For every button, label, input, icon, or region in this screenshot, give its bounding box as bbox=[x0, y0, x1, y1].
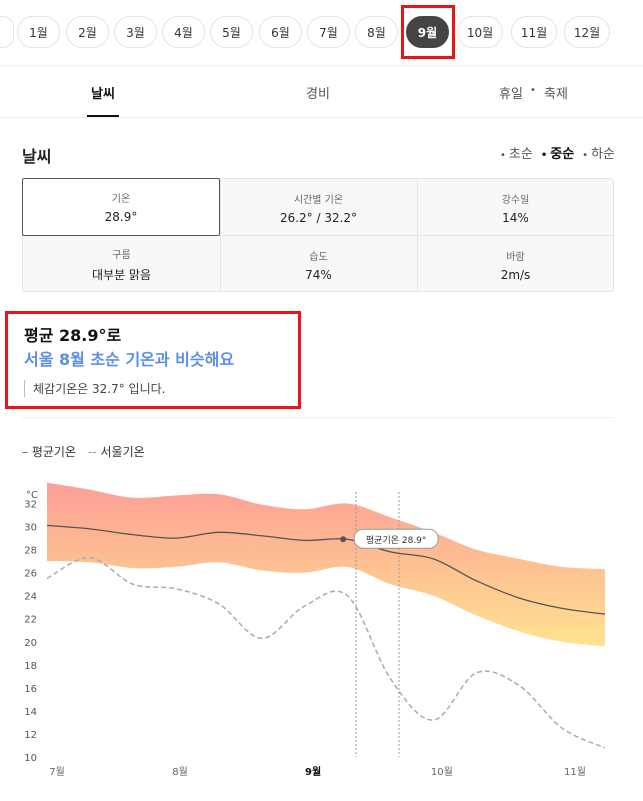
month-7[interactable]: 7월 bbox=[307, 16, 350, 48]
period-late[interactable]: • 하순 bbox=[582, 147, 615, 162]
stat-label: 시간별 기온 bbox=[293, 194, 344, 206]
stat-label: 습도 bbox=[309, 251, 328, 263]
callout-label: 평균기온 28.9° bbox=[366, 535, 427, 546]
stat-value: 74% bbox=[305, 267, 332, 282]
stat-label: 바람 bbox=[506, 251, 525, 263]
y-tick-label: 22 bbox=[24, 615, 37, 626]
legend-seoul: -- 서울기온 bbox=[88, 445, 145, 459]
month-4[interactable]: 4월 bbox=[162, 16, 205, 48]
stat-value: 대부분 맑음 bbox=[91, 268, 151, 282]
x-tick-label: 8월 bbox=[172, 766, 188, 778]
tab-weather[interactable]: 날씨 bbox=[91, 87, 115, 102]
month-selector: 1월 2월 3월 4월 5월 6월 7월 8월 9월 10월 11월 12월 bbox=[0, 0, 643, 66]
legend-average: – 평균기온 bbox=[22, 445, 76, 459]
section-title: 날씨 bbox=[22, 147, 52, 166]
stat-value: 26.2° / 32.2° bbox=[279, 210, 358, 225]
tab-active-indicator bbox=[87, 115, 119, 117]
y-tick-label: 32 bbox=[24, 500, 37, 511]
stat-temperature[interactable]: 기온 28.9° bbox=[22, 178, 220, 236]
tab-holiday[interactable]: 휴일 bbox=[499, 87, 523, 102]
y-tick-label: 16 bbox=[24, 684, 37, 695]
summary-feels-like: 체감기온은 32.7° 입니다. bbox=[24, 380, 165, 397]
tab-cost[interactable]: 경비 bbox=[306, 87, 330, 102]
month-10[interactable]: 10월 bbox=[457, 16, 503, 48]
x-tick-label: 7월 bbox=[49, 766, 65, 778]
category-tabs: 날씨 경비 휴일 • 축제 bbox=[0, 66, 643, 118]
section-divider bbox=[22, 417, 614, 418]
summary-average: 평균 28.9°로 bbox=[24, 326, 122, 345]
y-tick-label: 10 bbox=[24, 753, 37, 764]
y-tick-label: 12 bbox=[24, 730, 37, 741]
period-mid[interactable]: • 중순 bbox=[540, 147, 575, 162]
summary-highlight bbox=[5, 311, 301, 409]
period-early[interactable]: • 초순 bbox=[500, 147, 533, 162]
y-tick-label: 20 bbox=[24, 638, 37, 649]
tab-separator: • bbox=[530, 85, 536, 96]
period-selector: • 초순 • 중순 • 하순 bbox=[500, 143, 615, 162]
y-tick-label: 30 bbox=[24, 523, 37, 534]
y-tick-label: 24 bbox=[24, 592, 37, 603]
month-1[interactable] bbox=[0, 16, 14, 48]
callout-point bbox=[340, 536, 347, 543]
stat-label: 구름 bbox=[112, 250, 131, 261]
stat-cloud[interactable]: 구름 대부분 맑음 bbox=[23, 236, 220, 293]
month-2[interactable]: 2월 bbox=[66, 16, 109, 48]
stat-value: 2m/s bbox=[500, 267, 531, 282]
selected-month-highlight bbox=[401, 5, 455, 59]
y-tick-label: 14 bbox=[24, 707, 37, 718]
month-9[interactable]: 9월 bbox=[406, 16, 449, 48]
stat-label: 강수일 bbox=[501, 194, 530, 206]
stat-wind[interactable]: 바람 2m/s bbox=[417, 236, 614, 293]
stat-hourly-temperature[interactable]: 시간별 기온 26.2° / 32.2° bbox=[220, 179, 417, 236]
month-5[interactable]: 5월 bbox=[210, 16, 253, 48]
month-3[interactable]: 3월 bbox=[114, 16, 157, 48]
month-6[interactable]: 6월 bbox=[259, 16, 302, 48]
month-1[interactable]: 1월 bbox=[17, 16, 60, 48]
x-tick-label: 11월 bbox=[564, 766, 586, 778]
x-tick-label: 10월 bbox=[431, 766, 453, 778]
y-tick-label: 26 bbox=[24, 569, 37, 580]
month-8[interactable]: 8월 bbox=[355, 16, 398, 48]
month-11[interactable]: 11월 bbox=[511, 16, 557, 48]
average-temperature-line bbox=[46, 524, 606, 615]
stat-humidity[interactable]: 습도 74% bbox=[220, 236, 417, 293]
stat-value: 14% bbox=[502, 210, 529, 225]
stat-rain-days[interactable]: 강수일 14% bbox=[417, 179, 614, 236]
callout-bubble bbox=[353, 528, 439, 549]
temperature-chart: °C 10 12 14 16 18 20 22 24 26 28 30 32 평균기온 28.9° 7월 8월… bbox=[24, 482, 606, 778]
tab-festival[interactable]: 축제 bbox=[544, 87, 568, 102]
stat-value: 28.9° bbox=[104, 210, 138, 224]
y-axis-unit: °C bbox=[26, 490, 38, 501]
grid-divider bbox=[23, 235, 613, 236]
temperature-range-band bbox=[47, 482, 605, 647]
chart-legend: – 평균기온 -- 서울기온 bbox=[22, 443, 145, 460]
summary-comparison: 서울 8월 초순 기온과 비슷해요 bbox=[24, 350, 235, 369]
x-tick-label: 9월 bbox=[305, 766, 321, 778]
weather-stats-grid: 기온 28.9° 시간별 기온 26.2° / 32.2° 강수일 14% 구름… bbox=[22, 178, 614, 292]
month-12[interactable]: 12월 bbox=[564, 16, 610, 48]
y-tick-label: 28 bbox=[24, 546, 37, 557]
y-tick-label: 18 bbox=[24, 661, 37, 672]
stat-label: 기온 bbox=[111, 194, 131, 205]
seoul-temperature-line bbox=[46, 556, 606, 749]
